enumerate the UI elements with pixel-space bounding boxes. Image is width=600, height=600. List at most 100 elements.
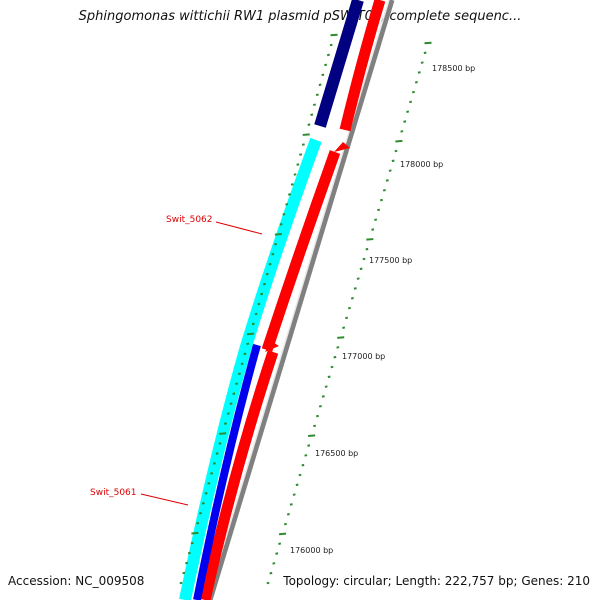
inner-scale-major-tick xyxy=(330,33,338,37)
outer-scale-minor-tick xyxy=(345,316,349,320)
inner-scale-major-tick xyxy=(302,133,310,136)
inner-scale-minor-tick xyxy=(187,551,191,555)
outer-scale-minor-tick xyxy=(301,463,305,467)
inner-scale-minor-tick xyxy=(313,103,317,107)
gene-leader-swit-5062 xyxy=(215,221,263,235)
outer-scale-minor-tick xyxy=(315,414,319,418)
gene-label-swit-5061[interactable]: Swit_5061 xyxy=(90,488,137,498)
outer-scale-major-tick xyxy=(278,532,287,536)
accession-text: Accession: NC_009508 xyxy=(8,574,145,588)
scale-label-176000: 176000 bp xyxy=(290,546,333,555)
outer-scale-minor-tick xyxy=(286,513,290,516)
outer-scale-minor-tick xyxy=(394,149,398,153)
inner-scale-minor-tick xyxy=(226,412,230,415)
forward-feature-navy[interactable] xyxy=(314,0,364,128)
reverse-feature-top-arrowhead[interactable] xyxy=(334,142,350,152)
inner-scale-minor-tick xyxy=(254,312,258,316)
inner-scale-minor-tick xyxy=(235,382,239,385)
outer-scale-major-tick xyxy=(337,336,345,339)
inner-scale-minor-tick xyxy=(268,262,272,266)
outer-scale-minor-tick xyxy=(362,257,366,261)
forward-feature-navy-arrowhead[interactable] xyxy=(305,125,318,139)
inner-scale-minor-tick xyxy=(210,472,214,475)
reverse-feature-bottom[interactable] xyxy=(199,350,279,600)
inner-scale-minor-tick xyxy=(288,193,291,196)
inner-scale-minor-tick xyxy=(218,442,222,445)
outer-scale-minor-tick xyxy=(388,169,392,172)
map-title: Sphingomonas wittichii RW1 plasmid pSWIT… xyxy=(78,9,522,24)
inner-scale-major-tick xyxy=(246,332,255,336)
forward-feature-cyan[interactable] xyxy=(239,137,322,352)
inner-scale-minor-tick xyxy=(296,163,300,166)
scale-label-178500: 178500 bp xyxy=(432,64,475,73)
outer-scale-minor-tick xyxy=(324,385,328,388)
outer-scale-minor-tick xyxy=(275,552,279,555)
outer-scale-major-tick xyxy=(395,139,403,143)
inner-scale-minor-tick xyxy=(285,203,289,206)
inner-scale-minor-tick xyxy=(196,521,200,525)
outer-scale-minor-tick xyxy=(304,454,308,457)
outer-scale-major-tick xyxy=(366,238,374,241)
inner-scale-minor-tick xyxy=(318,83,322,87)
outer-scale-minor-tick xyxy=(295,483,299,487)
outer-scale-minor-tick xyxy=(269,571,273,575)
outer-scale-minor-tick xyxy=(272,562,276,565)
inner-scale-major-tick xyxy=(274,232,282,236)
outer-scale-minor-tick xyxy=(298,473,302,477)
outer-scale-minor-tick xyxy=(307,444,311,447)
outer-scale-minor-tick xyxy=(336,346,340,349)
outer-scale-minor-tick xyxy=(330,365,334,369)
outer-scale-minor-tick xyxy=(353,287,357,290)
outer-scale-minor-tick xyxy=(356,277,360,280)
outer-scale-minor-tick xyxy=(347,306,351,310)
outer-scale-minor-tick xyxy=(283,522,287,526)
inner-scale-minor-tick xyxy=(274,242,278,246)
inner-scale-minor-tick xyxy=(190,541,194,545)
gene-leader-swit-5061 xyxy=(140,493,189,506)
outer-scale-minor-tick xyxy=(400,130,404,133)
inner-scale-minor-tick xyxy=(257,302,261,306)
outer-scale-minor-tick xyxy=(377,208,381,212)
outer-scale-minor-tick xyxy=(423,51,427,55)
inner-scale-minor-tick xyxy=(299,153,303,156)
inner-scale-minor-tick xyxy=(293,173,297,176)
inner-scale-minor-tick xyxy=(198,511,202,515)
inner-scale-minor-tick xyxy=(207,482,211,485)
outer-scale-minor-tick xyxy=(371,228,375,231)
reverse-feature-top[interactable] xyxy=(339,0,386,132)
outer-scale-major-tick xyxy=(424,41,432,45)
forward-feature-blue[interactable] xyxy=(193,343,261,600)
inner-scale-minor-tick xyxy=(182,571,186,575)
reverse-feature-middle[interactable] xyxy=(261,150,341,352)
inner-scale-minor-tick xyxy=(185,561,189,565)
outer-scale-minor-tick xyxy=(327,375,331,379)
backbone-line xyxy=(207,0,395,600)
inner-scale-minor-tick xyxy=(204,492,208,495)
inner-scale-minor-tick xyxy=(310,113,314,116)
inner-scale-ticks xyxy=(179,33,338,585)
outer-scale-minor-tick xyxy=(414,81,418,84)
outer-scale-minor-tick xyxy=(359,267,363,271)
outer-scale-minor-tick xyxy=(278,542,282,545)
inner-scale-minor-tick xyxy=(301,143,305,146)
outer-scale-minor-tick xyxy=(406,110,410,113)
gene-label-swit-5062[interactable]: Swit_5062 xyxy=(166,215,213,225)
outer-scale-minor-tick xyxy=(374,218,378,221)
forward-feature-cyan-lower[interactable] xyxy=(179,348,251,600)
inner-scale-minor-tick xyxy=(251,322,255,326)
outer-scale-minor-tick xyxy=(385,179,389,182)
inner-scale-minor-tick xyxy=(329,43,333,47)
inner-scale-minor-tick xyxy=(243,352,247,356)
inner-scale-minor-tick xyxy=(201,502,205,505)
outer-scale-minor-tick xyxy=(382,189,386,192)
inner-scale-minor-tick xyxy=(279,223,283,226)
inner-scale-minor-tick xyxy=(232,392,236,395)
outer-scale-minor-tick xyxy=(365,247,369,251)
outer-scale-minor-tick xyxy=(379,198,383,202)
outer-scale-minor-tick xyxy=(350,297,354,300)
inner-scale-minor-tick xyxy=(282,213,286,216)
outer-scale-minor-tick xyxy=(411,90,415,94)
outer-scale-minor-tick xyxy=(289,503,293,506)
reverse-feature-middle-arrowhead[interactable] xyxy=(265,341,279,352)
inner-scale-minor-tick xyxy=(215,452,219,455)
